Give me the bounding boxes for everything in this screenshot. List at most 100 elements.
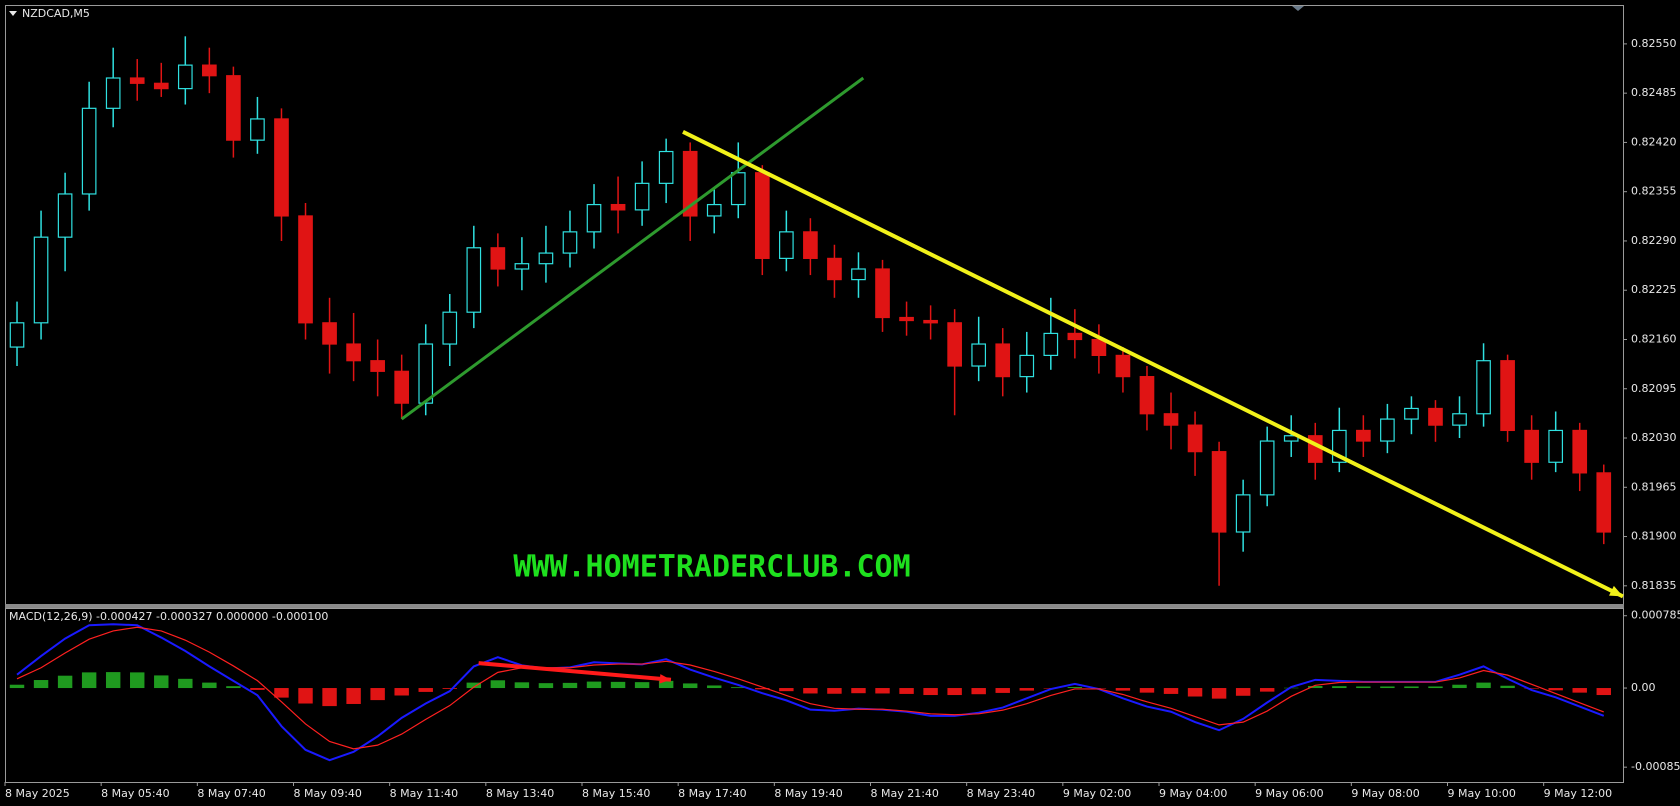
macd-line — [16, 623, 1605, 762]
histogram-bar — [1187, 688, 1203, 697]
x-tick-label: 8 May 15:40 — [582, 787, 650, 800]
candle-body — [947, 322, 962, 367]
histogram-bar — [250, 688, 265, 690]
histogram-bar — [1404, 686, 1419, 689]
y-tick-label: 0.82290 — [1631, 234, 1677, 247]
histogram-bar — [899, 688, 914, 694]
candle-body — [827, 257, 842, 281]
x-tick-label: 9 May 10:00 — [1447, 787, 1515, 800]
y-tick-label: 0.82550 — [1631, 37, 1677, 50]
histogram-bar — [682, 683, 698, 689]
histogram-bar — [995, 688, 1010, 693]
candle-body — [923, 319, 938, 324]
candle-body — [562, 231, 578, 254]
arrow-head — [1609, 585, 1623, 597]
candle-body — [803, 231, 818, 259]
watermark: WWW.HOMETRADERCLUB.COM — [513, 550, 910, 585]
candle-body — [1404, 407, 1419, 420]
y-tick-label: 0.00 — [1631, 681, 1656, 694]
candle-body — [899, 316, 914, 322]
histogram-bar — [875, 688, 890, 694]
histogram-bar — [226, 686, 241, 689]
candle-body — [682, 150, 698, 217]
trend-line — [682, 130, 1624, 599]
candle-body — [298, 215, 313, 324]
y-tick-label: -0.000859 — [1631, 760, 1680, 773]
histogram-bar — [274, 688, 289, 698]
panel-separator — [5, 604, 1624, 608]
histogram-bar — [9, 684, 25, 689]
histogram-bar — [947, 688, 962, 696]
y-tick-label: 0.81965 — [1631, 480, 1677, 493]
histogram-bar — [1235, 688, 1251, 696]
x-tick-label: 8 May 05:40 — [101, 787, 169, 800]
x-tick-label: 9 May 12:00 — [1544, 787, 1612, 800]
x-tick-label: 9 May 06:00 — [1255, 787, 1323, 800]
histogram-bar — [586, 681, 602, 689]
y-tick-label: 0.000785 — [1631, 609, 1680, 622]
candle-body — [1283, 435, 1299, 442]
histogram-bar — [1332, 686, 1347, 689]
histogram-bar — [57, 675, 73, 689]
x-tick-label: 9 May 08:00 — [1351, 787, 1419, 800]
candle-body — [394, 370, 410, 404]
histogram-bar — [81, 672, 97, 689]
x-tick-label: 8 May 13:40 — [486, 787, 554, 800]
x-tick-label: 8 May 23:40 — [967, 787, 1035, 800]
candle-body — [322, 322, 337, 345]
candle-body — [33, 236, 49, 324]
candle-body — [1380, 418, 1395, 442]
x-tick-label: 8 May 21:40 — [870, 787, 938, 800]
histogram-bar — [779, 688, 794, 692]
candle-body — [1211, 451, 1227, 533]
candle-body — [1235, 494, 1251, 533]
candle-body — [1259, 440, 1275, 496]
histogram-bar — [971, 688, 986, 695]
histogram-bar — [1548, 688, 1563, 691]
candle-body — [1476, 360, 1491, 415]
histogram-bar — [731, 687, 746, 689]
candle-body — [1524, 429, 1539, 463]
x-tick-label: 9 May 02:00 — [1063, 787, 1131, 800]
candle-body — [1307, 435, 1323, 463]
candle-body — [346, 343, 361, 362]
histogram-bar — [1115, 688, 1131, 691]
y-tick-label: 0.82225 — [1631, 283, 1677, 296]
histogram-bar — [851, 688, 866, 694]
candle-body — [129, 77, 145, 84]
candle-body — [538, 252, 554, 265]
candle-body — [81, 107, 97, 195]
candle-body — [1163, 413, 1179, 426]
histogram-bar — [33, 680, 49, 689]
candle-body — [706, 203, 722, 217]
candle-body — [418, 343, 434, 404]
x-tick-label: 8 May 09:40 — [293, 787, 361, 800]
candle-body — [105, 77, 121, 109]
histogram-bar — [370, 688, 385, 701]
x-tick-label: 8 May 2025 — [5, 787, 70, 800]
y-tick-label: 0.82355 — [1631, 185, 1677, 198]
candle-body — [202, 64, 217, 77]
histogram-bar — [1500, 685, 1515, 689]
candle-body — [490, 247, 506, 270]
candle-body — [1067, 332, 1083, 341]
x-tick-label: 8 May 07:40 — [197, 787, 265, 800]
candle-body — [1548, 429, 1564, 463]
histogram-bar — [658, 680, 674, 689]
histogram-bar — [1476, 682, 1491, 689]
annotation-arrow — [478, 661, 672, 682]
candle-body — [274, 118, 289, 217]
histogram-bar — [610, 681, 626, 689]
histogram-bar — [923, 688, 938, 696]
y-tick-label: 0.82160 — [1631, 332, 1677, 345]
candle-body — [971, 343, 987, 367]
histogram-bar — [1259, 688, 1275, 692]
y-tick-label: 0.82420 — [1631, 135, 1677, 148]
candle-body — [370, 360, 385, 372]
histogram-bar — [707, 685, 722, 689]
candle-body — [1428, 407, 1443, 426]
histogram-bar — [1452, 684, 1467, 689]
histogram-bar — [755, 688, 770, 690]
histogram-bar — [1067, 687, 1083, 689]
